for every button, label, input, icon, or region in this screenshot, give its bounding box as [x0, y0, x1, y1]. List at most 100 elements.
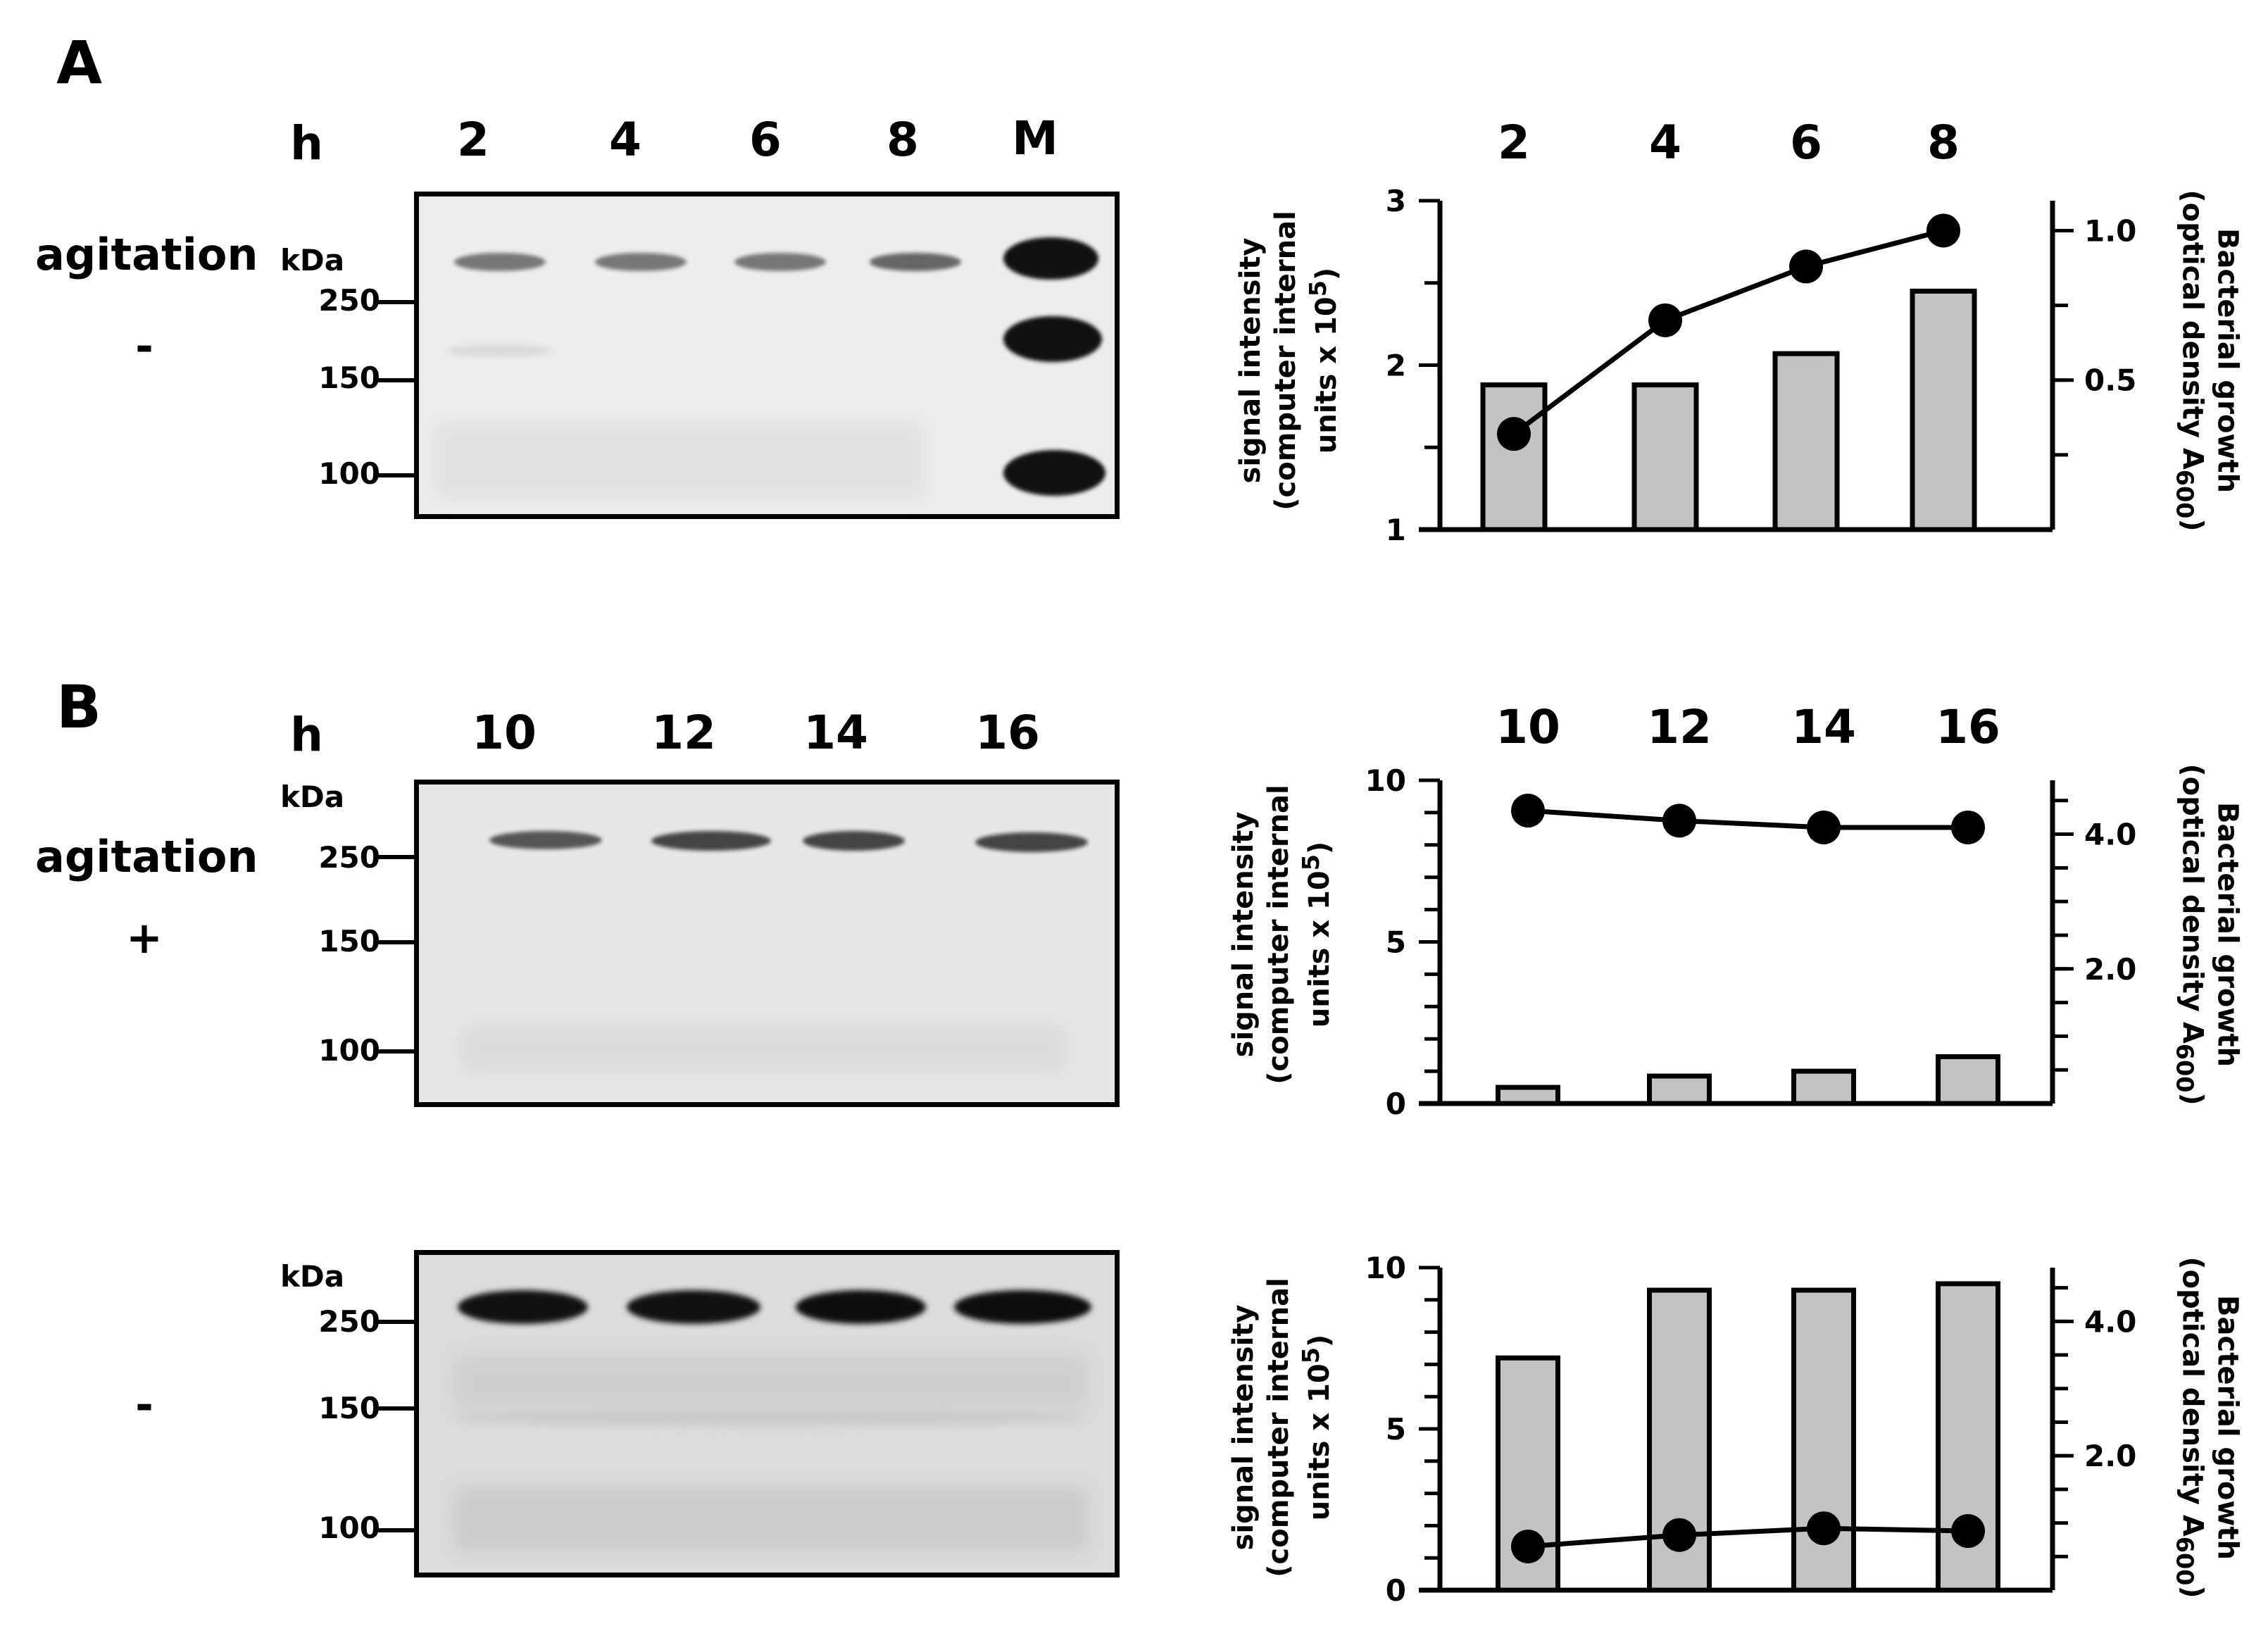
chart-growth-point [1662, 1518, 1696, 1552]
chart-bar [1936, 1054, 2000, 1106]
chart-category-label: 2 [1498, 115, 1530, 170]
chart-bar [1772, 351, 1840, 532]
chart-left-tick-label: 1 [1386, 513, 1406, 547]
panel-b-top-mw-tick-100 [378, 1049, 415, 1054]
chart-category-label: 14 [1791, 700, 1856, 754]
gel-smear [454, 1487, 1088, 1551]
gel-band [734, 253, 826, 271]
panel-b-bottom-mw-250: 250 [318, 1304, 380, 1339]
chart-growth-point [1497, 417, 1531, 451]
gel-smear [454, 1354, 1088, 1410]
chart-left-tick-label: 5 [1386, 925, 1406, 960]
panel-b-top-mw-tick-150 [378, 940, 415, 944]
panel-b-sign-plus: + [126, 912, 163, 963]
panel-a-condition: agitation [35, 229, 258, 280]
chart-growth-point [1807, 810, 1841, 844]
chart-growth-line [1527, 808, 1968, 830]
chart-growth-line [1527, 1525, 1969, 1549]
panel-b-top-mw-tick-250 [378, 855, 415, 859]
gel-band [454, 253, 546, 271]
chart-bar [1910, 288, 1977, 532]
chart-right-tick-label: 4.0 [2084, 818, 2136, 852]
chart-left-tick-label: 10 [1365, 1251, 1406, 1285]
chart-growth-point [1951, 810, 1985, 844]
panel-a-mw-100: 100 [318, 456, 380, 491]
panel-b-letter: B [56, 673, 102, 742]
panel-b-lane-14: 14 [803, 706, 868, 760]
panel-b-bottom-mw-tick-250 [378, 1320, 415, 1324]
chart-right-tick-label: 2.0 [2084, 952, 2136, 987]
chart-left-tick-label: 0 [1386, 1087, 1406, 1121]
gel-smear [433, 422, 926, 499]
gel-band [870, 253, 961, 271]
panel-a-lane-marker: M [1012, 111, 1058, 165]
panel-b-top-gel [414, 780, 1120, 1107]
chart-growth-point [1511, 1529, 1545, 1563]
panel-b-lane-16: 16 [975, 706, 1040, 760]
chart-growth-line [1512, 228, 1944, 436]
panel-a-mw-tick-150 [378, 378, 415, 382]
chart-left-tick-label: 5 [1386, 1412, 1406, 1446]
gel-band [458, 1290, 588, 1324]
marker-band-bottom [1003, 450, 1105, 496]
panel-a-h-label: h [290, 116, 323, 170]
chart-right-tick-label: 2.0 [2084, 1439, 2136, 1473]
panel-a-mw-250: 250 [318, 283, 380, 318]
panel-a-lane-6: 6 [749, 113, 782, 167]
panel-b-bottom-mw-tick-100 [378, 1528, 415, 1532]
gel-band [595, 253, 687, 271]
chart-left-tick-label: 2 [1386, 349, 1406, 383]
chart-category-label: 10 [1496, 700, 1560, 754]
panel-a-lane-8: 8 [886, 113, 919, 167]
panel-b-top-mw-100: 100 [318, 1033, 380, 1068]
panel-a-mw-tick-100 [378, 473, 415, 477]
panel-b-bottom-kda-label: kDa [280, 1259, 345, 1294]
chart-bar [1791, 1068, 1856, 1106]
chart-growth-point [1807, 1511, 1841, 1546]
panel-a-lane-4: 4 [609, 113, 641, 167]
panel-a-sign: - [135, 320, 154, 372]
panel-a-lane-2: 2 [457, 113, 489, 167]
chart-category-label: 4 [1649, 115, 1681, 170]
chart-bar [1647, 1073, 1712, 1106]
chart-right-tick-label: 0.5 [2084, 363, 2136, 398]
chart-left-tick-label: 3 [1386, 184, 1406, 218]
panel-b-sign-minus: - [135, 1379, 154, 1430]
gel-band [627, 1290, 760, 1324]
chart-category-label: 12 [1647, 700, 1712, 754]
gel-band [975, 832, 1088, 852]
panel-a-letter: A [56, 28, 103, 97]
chart-category-label: 16 [1936, 700, 2000, 754]
panel-b-top-kda-label: kDa [280, 780, 345, 814]
gel-band [796, 1290, 926, 1324]
gel-smear-band [454, 1410, 1088, 1425]
marker-band-middle [1003, 316, 1102, 362]
panel-a-gel [414, 192, 1120, 519]
panel-b-bottom-gel [414, 1250, 1120, 1577]
chart-right-tick-label: 1.0 [2084, 213, 2136, 248]
chart-growth-point [1648, 303, 1682, 337]
panel-b-bottom-mw-150: 150 [318, 1391, 380, 1425]
panel-b-condition: agitation [35, 831, 258, 882]
chart-bar [1631, 382, 1699, 532]
chart-bar [1480, 382, 1548, 532]
gel-band [954, 1290, 1091, 1324]
gel-band [489, 831, 602, 849]
chart-category-label: 6 [1790, 115, 1822, 170]
gel-band [803, 831, 905, 851]
panel-b-top-mw-250: 250 [318, 840, 380, 875]
marker-band-top [1003, 237, 1098, 280]
panel-a-mw-150: 150 [318, 361, 380, 395]
gel-band-faint [447, 344, 553, 357]
chart-growth-point [1926, 213, 1960, 248]
panel-b-top-mw-150: 150 [318, 924, 380, 958]
panel-b-bottom-mw-tick-150 [378, 1406, 415, 1411]
chart-growth-point [1511, 794, 1545, 828]
panel-b-lane-10: 10 [472, 706, 537, 760]
chart-right-tick-label: 4.0 [2084, 1304, 2136, 1339]
chart-growth-point [1662, 804, 1696, 838]
panel-b-h-label: h [290, 708, 323, 762]
chart-left-tick-label: 10 [1365, 763, 1406, 798]
gel-band [651, 831, 771, 851]
